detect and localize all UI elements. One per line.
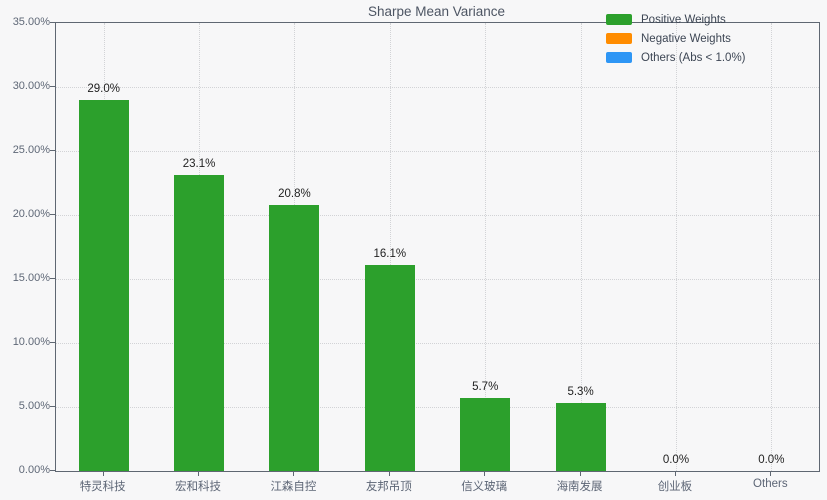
y-tick-label: 20.00% xyxy=(12,208,50,220)
bar xyxy=(78,99,129,471)
bar-value-label: 5.3% xyxy=(567,386,594,399)
y-tick-label: 0.00% xyxy=(18,464,50,476)
y-tick-label: 15.00% xyxy=(12,272,50,284)
gridline-horizontal xyxy=(56,87,819,88)
legend-swatch-icon xyxy=(606,14,632,25)
legend-label: Positive Weights xyxy=(641,13,726,26)
x-tick-mark xyxy=(102,471,104,476)
gridline-horizontal xyxy=(56,279,819,280)
x-tick-label: 海南发展 xyxy=(556,481,603,493)
x-tick-mark xyxy=(293,471,295,476)
x-tick-label: Others xyxy=(753,478,788,490)
gridline-horizontal xyxy=(56,151,819,152)
x-tick-label: 宏和科技 xyxy=(175,481,222,493)
bar-value-label: 5.7% xyxy=(472,381,499,394)
legend: Positive Weights Negative Weights Others (… xyxy=(606,10,746,67)
legend-swatch-icon xyxy=(606,52,632,63)
y-tick-mark xyxy=(50,470,55,471)
y-tick-label: 25.00% xyxy=(12,144,50,156)
legend-item: Positive Weights xyxy=(606,10,746,29)
x-tick-label: 创业板 xyxy=(657,481,693,493)
bar xyxy=(460,398,511,471)
y-tick-mark xyxy=(50,278,55,279)
gridline-horizontal xyxy=(56,343,819,344)
y-tick-label: 5.00% xyxy=(18,400,50,412)
x-tick-label: 江森自控 xyxy=(270,481,317,493)
x-tick-mark xyxy=(198,471,200,476)
bar-value-label: 0.0% xyxy=(662,454,690,466)
gridline-vertical xyxy=(485,23,487,471)
plot-area: 29.0% 23.1% 20.8% 16.1% 5.7% 5.3% 0.0% 0.0% xyxy=(55,22,820,472)
legend-swatch-icon xyxy=(606,33,632,44)
x-tick-mark xyxy=(484,471,486,476)
gridline-vertical xyxy=(580,23,582,471)
y-tick-label: 10.00% xyxy=(12,336,50,348)
bar-value-label: 29.0% xyxy=(87,82,120,95)
bar-value-label: 0.0% xyxy=(758,454,785,466)
bar xyxy=(555,403,606,471)
gridline-vertical xyxy=(771,23,773,471)
legend-label: Others (Abs < 1.0%) xyxy=(641,51,746,64)
x-tick-mark xyxy=(579,471,581,476)
y-tick-mark xyxy=(50,342,55,343)
bar xyxy=(174,175,225,471)
y-tick-label: 35.00% xyxy=(12,16,50,28)
gridline-vertical xyxy=(675,23,677,471)
y-tick-mark xyxy=(50,150,55,151)
x-tick-label: 友邦吊顶 xyxy=(365,481,412,493)
x-tick-mark xyxy=(388,471,390,476)
legend-label: Negative Weights xyxy=(641,32,731,45)
bar xyxy=(364,264,415,471)
x-tick-label: 特灵科技 xyxy=(79,481,126,493)
y-tick-label: 30.00% xyxy=(12,80,50,92)
legend-item: Negative Weights xyxy=(606,29,746,48)
y-tick-mark xyxy=(50,86,55,87)
bar-value-label: 16.1% xyxy=(373,247,407,260)
legend-item: Others (Abs < 1.0%) xyxy=(606,48,746,67)
y-tick-mark xyxy=(50,214,55,215)
gridline-horizontal xyxy=(56,407,819,408)
chart-title: Sharpe Mean Variance xyxy=(367,4,506,19)
x-tick-label: 信义玻璃 xyxy=(461,481,508,493)
gridline-horizontal xyxy=(56,215,819,216)
bar xyxy=(269,204,320,471)
bar-value-label: 23.1% xyxy=(182,158,216,171)
bar-value-label: 20.8% xyxy=(278,187,311,200)
x-tick-mark xyxy=(674,471,676,476)
x-tick-mark xyxy=(770,471,772,476)
gridline-vertical xyxy=(389,23,391,471)
y-tick-mark xyxy=(50,406,55,407)
y-tick-mark xyxy=(50,22,55,23)
